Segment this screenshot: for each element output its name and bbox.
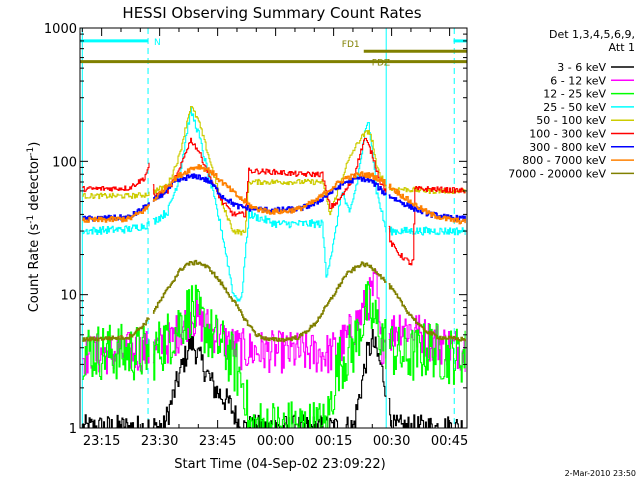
y-tick-label-3: 1000 — [44, 22, 77, 37]
y-axis-label-main: Count Rate (s — [27, 224, 42, 313]
y-axis-label-sup-1: -1 — [26, 215, 36, 224]
flag-label-fdz: FDZ — [372, 59, 390, 69]
legend-label-6: 300 - 800 keV — [529, 141, 606, 154]
y-axis-label: Count Rate (s-1 detector-1) — [26, 142, 42, 313]
y-tick-label-1: 10 — [60, 289, 77, 304]
legend-label-8: 7000 - 20000 keV — [508, 167, 606, 180]
y-axis-label-mid: detector — [27, 155, 42, 215]
x-axis-label: Start Time (04-Sep-02 23:09:22) — [174, 457, 385, 472]
legend-label-1: 6 - 12 keV — [550, 74, 606, 87]
plot-frame — [79, 27, 468, 429]
plot-axes: 1 10 100 1000 23:15 23:30 23:45 00:00 00:15 00:30… — [44, 22, 468, 449]
status-flags: N FD1 FDZ — [80, 38, 467, 69]
legend-label-3: 25 - 50 keV — [543, 101, 606, 114]
y-axis-label-end: ) — [27, 142, 42, 147]
data-series — [82, 106, 466, 429]
x-tick-label-5: 00:30 — [373, 434, 410, 449]
legend-label-7: 800 - 7000 keV — [522, 154, 606, 167]
series-line-5 — [82, 137, 466, 266]
y-axis-label-sup-2: -1 — [26, 147, 36, 156]
x-tick-label-0: 23:15 — [83, 434, 120, 449]
flag-label-fd1: FD1 — [342, 40, 360, 50]
footer-timestamp: 2-Mar-2010 23:50 — [565, 469, 636, 478]
series-line-7 — [82, 164, 466, 225]
legend-title-line-2: Att 1 — [609, 41, 635, 54]
x-tick-label-1: 23:30 — [141, 434, 178, 449]
x-tick-label-4: 00:15 — [315, 434, 352, 449]
legend-label-4: 50 - 100 keV — [536, 114, 606, 127]
x-tick-label-2: 23:45 — [199, 434, 236, 449]
chart-title: HESSI Observing Summary Count Rates — [122, 4, 421, 22]
series-line-3 — [82, 106, 466, 302]
series-line-8 — [82, 259, 466, 343]
legend-title-line-1: Det 1,3,4,5,6,9, — [549, 28, 635, 41]
y-tick-label-0: 1 — [69, 422, 77, 437]
y-tick-label-2: 100 — [52, 155, 77, 170]
flag-label-n: N — [154, 38, 161, 48]
legend-label-5: 100 - 300 keV — [529, 128, 606, 141]
legend-label-0: 3 - 6 keV — [557, 61, 606, 74]
legend-label-2: 12 - 25 keV — [543, 88, 606, 101]
series-line-2 — [82, 281, 466, 429]
x-tick-label-6: 00:45 — [431, 434, 468, 449]
x-tick-label-3: 00:00 — [257, 434, 294, 449]
